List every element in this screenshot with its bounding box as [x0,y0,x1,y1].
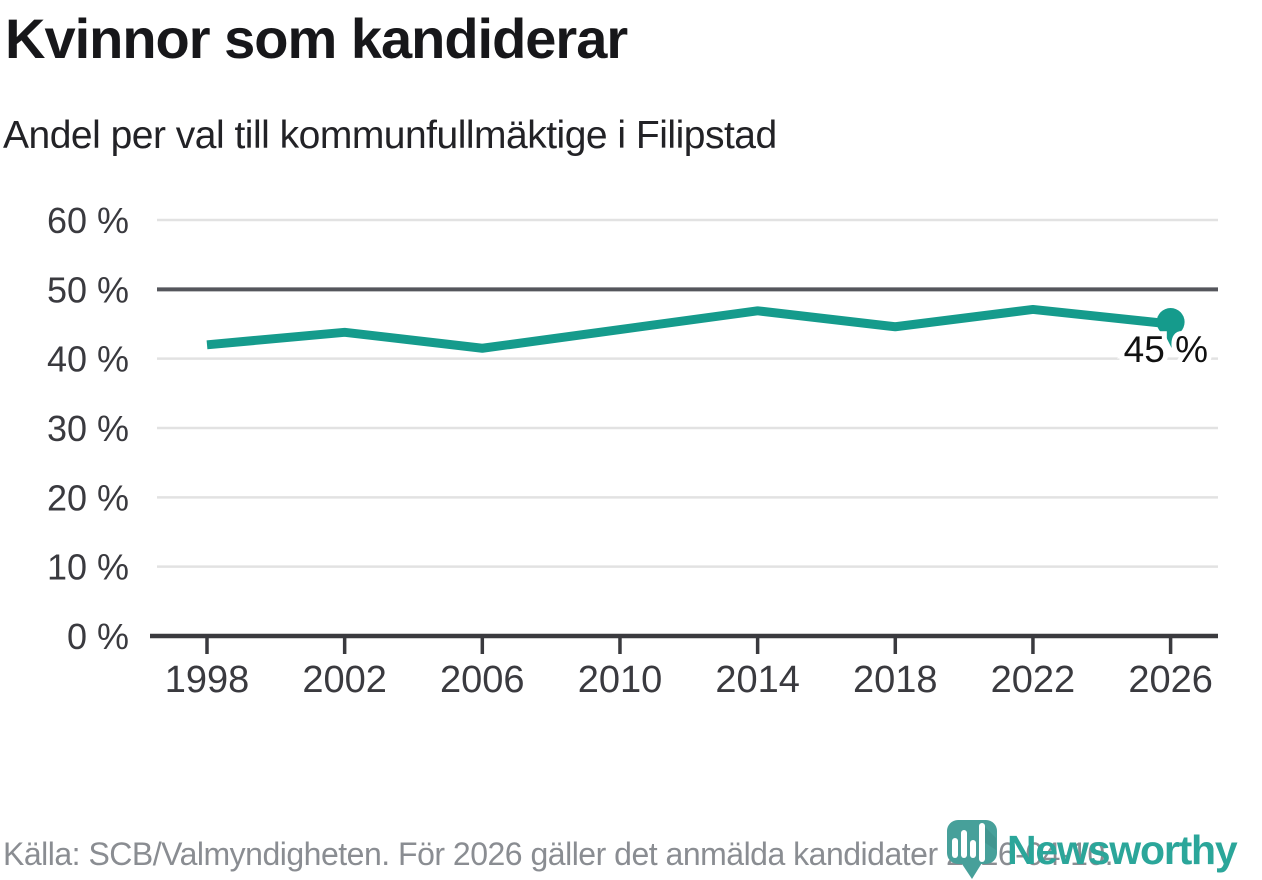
x-tick-label: 2002 [302,659,387,701]
y-tick-label: 60 % [47,200,129,241]
newsworthy-logo: Newsworthy [946,812,1238,880]
y-tick-label: 50 % [47,269,129,310]
y-tick-label: 40 % [47,339,129,380]
x-tick-label: 2022 [991,659,1076,701]
y-tick-label: 20 % [47,477,129,518]
bar-chart-bubble-icon [947,820,997,879]
x-tick-label: 1998 [165,659,250,701]
x-tick-label: 2018 [853,659,938,701]
x-tick-label: 2014 [715,659,800,701]
page-title: Kvinnor som kandiderar [5,7,628,70]
end-point-value-label: 45 % [1124,329,1208,370]
logo-wordmark: Newsworthy [1007,827,1238,873]
source-note: Källa: SCB/Valmyndigheten. För 2026 gäll… [3,836,1114,872]
page-subtitle: Andel per val till kommunfullmäktige i F… [3,114,777,157]
y-tick-label: 0 % [67,616,129,657]
y-tick-label: 10 % [47,547,129,588]
end-point-marker [1156,308,1185,336]
y-tick-label: 30 % [47,408,129,449]
x-tick-label: 2010 [578,659,663,701]
x-tick-label: 2006 [440,659,525,701]
data-line [206,304,1172,353]
x-tick-label: 2026 [1128,659,1213,701]
